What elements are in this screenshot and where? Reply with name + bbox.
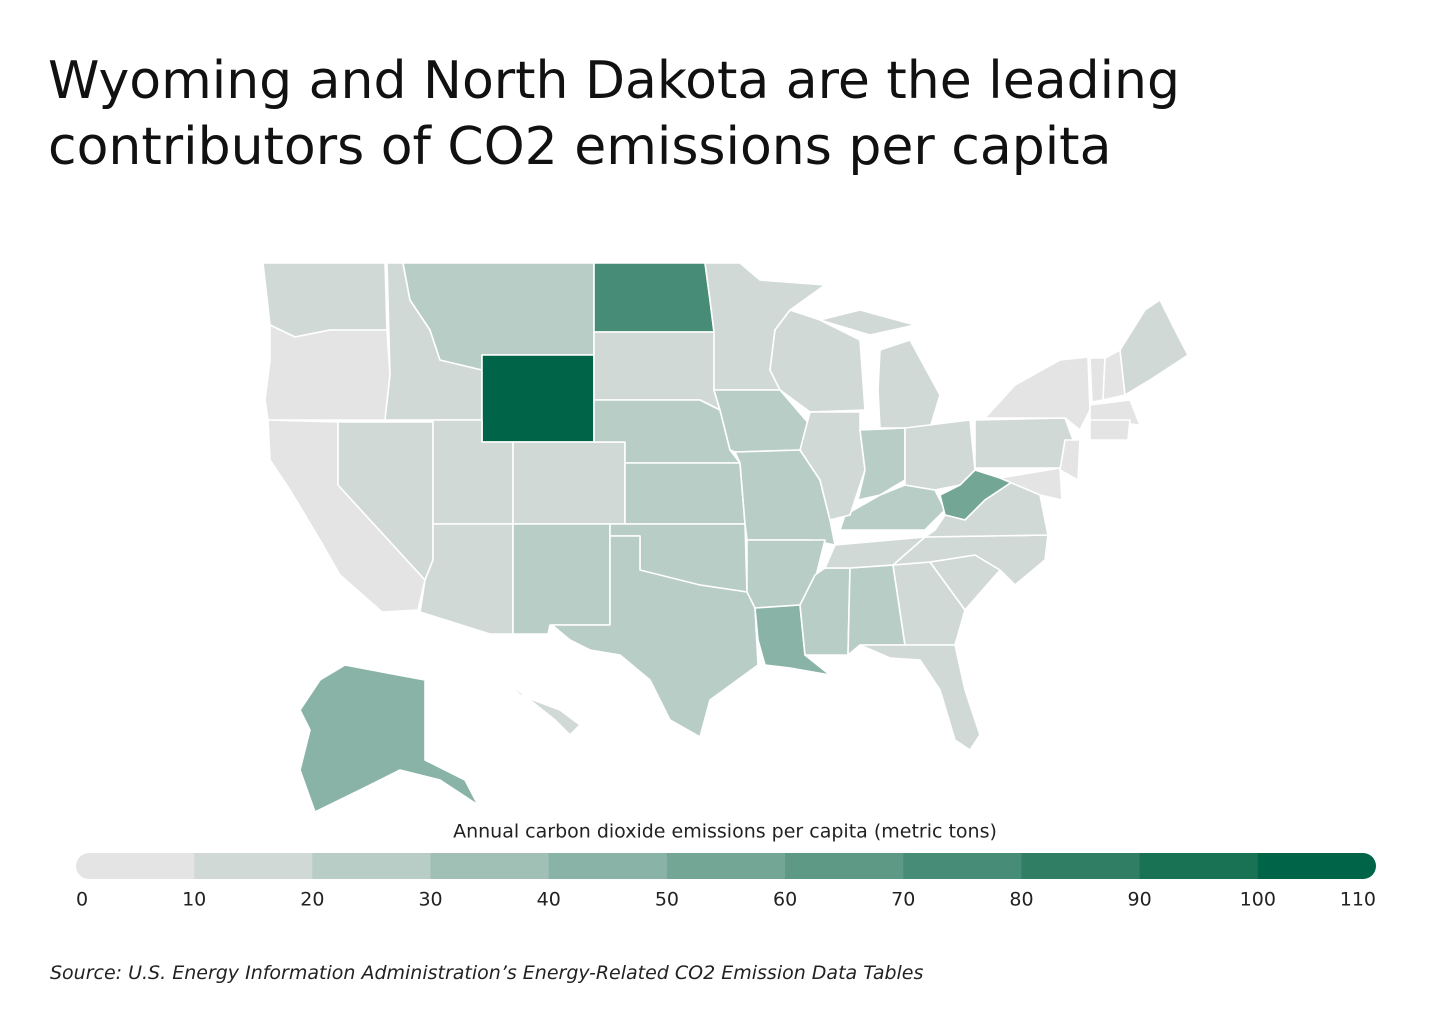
legend-tick-label: 10 bbox=[182, 889, 206, 911]
region bbox=[593, 331, 721, 411]
legend-title: Annual carbon dioxide emissions per capi… bbox=[453, 821, 997, 843]
region bbox=[799, 411, 866, 521]
title: Wyoming and North Dakota are the leading… bbox=[48, 51, 1180, 177]
region bbox=[481, 354, 595, 443]
legend-swatch bbox=[903, 853, 1022, 879]
legend-tick-label: 100 bbox=[1240, 889, 1276, 911]
region bbox=[974, 417, 1076, 469]
legend-tick-label: 60 bbox=[773, 889, 797, 911]
region bbox=[593, 262, 715, 333]
legend-tick-label: 110 bbox=[1340, 889, 1376, 911]
legend-bar bbox=[76, 853, 1376, 879]
region bbox=[504, 679, 581, 736]
legend-swatch bbox=[785, 853, 904, 879]
region bbox=[299, 664, 479, 813]
region bbox=[512, 441, 626, 525]
legend-tick-label: 90 bbox=[1128, 889, 1152, 911]
legend-tick-label: 70 bbox=[891, 889, 915, 911]
region bbox=[859, 644, 981, 751]
legend-tick-label: 20 bbox=[300, 889, 324, 911]
legend-swatch bbox=[194, 853, 313, 879]
region bbox=[419, 523, 514, 635]
region bbox=[819, 309, 916, 336]
source: Source: U.S. Energy Information Administ… bbox=[50, 962, 924, 984]
region bbox=[1059, 439, 1081, 481]
legend-tick-label: 30 bbox=[418, 889, 442, 911]
legend-swatch bbox=[1139, 853, 1259, 879]
legend-swatch bbox=[312, 853, 432, 879]
legend-swatch bbox=[666, 853, 786, 879]
region bbox=[264, 324, 391, 421]
region bbox=[1089, 419, 1131, 441]
legend-swatch bbox=[1021, 853, 1141, 879]
legend-swatch bbox=[76, 853, 195, 879]
region bbox=[551, 535, 759, 738]
region bbox=[1119, 299, 1189, 396]
region bbox=[877, 339, 941, 429]
legend-tick-label: 50 bbox=[655, 889, 679, 911]
legend-swatch bbox=[548, 853, 668, 879]
legend-tick-label: 0 bbox=[76, 889, 88, 911]
region bbox=[624, 462, 746, 525]
region bbox=[892, 534, 1049, 586]
region bbox=[262, 262, 388, 338]
region bbox=[999, 467, 1063, 501]
legend-swatch bbox=[1257, 853, 1376, 879]
region bbox=[1089, 399, 1141, 426]
legend-tick-label: 80 bbox=[1009, 889, 1033, 911]
region bbox=[769, 309, 866, 413]
legend-swatch bbox=[430, 853, 550, 879]
region bbox=[984, 356, 1091, 431]
region bbox=[512, 523, 611, 635]
region bbox=[824, 536, 926, 569]
legend-tick-label: 40 bbox=[537, 889, 561, 911]
